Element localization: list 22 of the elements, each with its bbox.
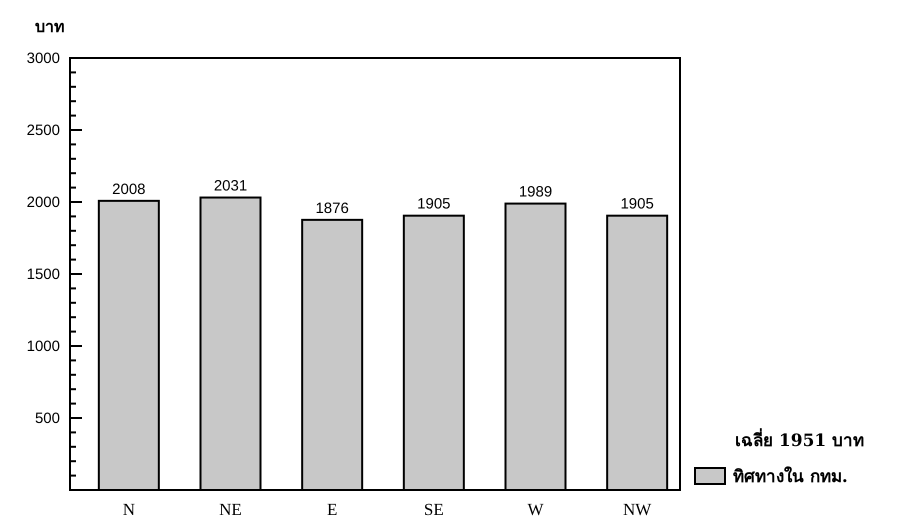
data-label: 1989 (518, 184, 552, 201)
x-tick-label: SE (424, 500, 444, 519)
x-tick-label: W (527, 500, 544, 519)
data-label: 1905 (417, 196, 451, 213)
x-tick-label: E (326, 500, 338, 519)
data-label: 2008 (112, 180, 146, 198)
data-label: 1905 (620, 196, 654, 213)
x-tick-label: NW (623, 500, 652, 519)
y-axis-title: บาท (35, 17, 65, 36)
x-tick-label: N (122, 500, 135, 519)
data-label: 1876 (315, 200, 349, 217)
y-tick-label: 2500 (26, 122, 60, 139)
legend: ทิศทางใน กทม. (694, 467, 848, 487)
y-tick-label: 1000 (26, 338, 60, 355)
y-tick-label: 2000 (26, 194, 60, 211)
x-tick-label: NE (219, 500, 242, 519)
legend-label: ทิศทางใน กทม. (733, 466, 848, 487)
y-tick-label: 500 (34, 410, 60, 427)
text: เฉลี่ย 1951 บาท (735, 428, 864, 451)
y-tick-label: 3000 (26, 50, 60, 67)
y-tick-label: 1500 (26, 266, 60, 283)
data-label: 2031 (214, 178, 248, 195)
